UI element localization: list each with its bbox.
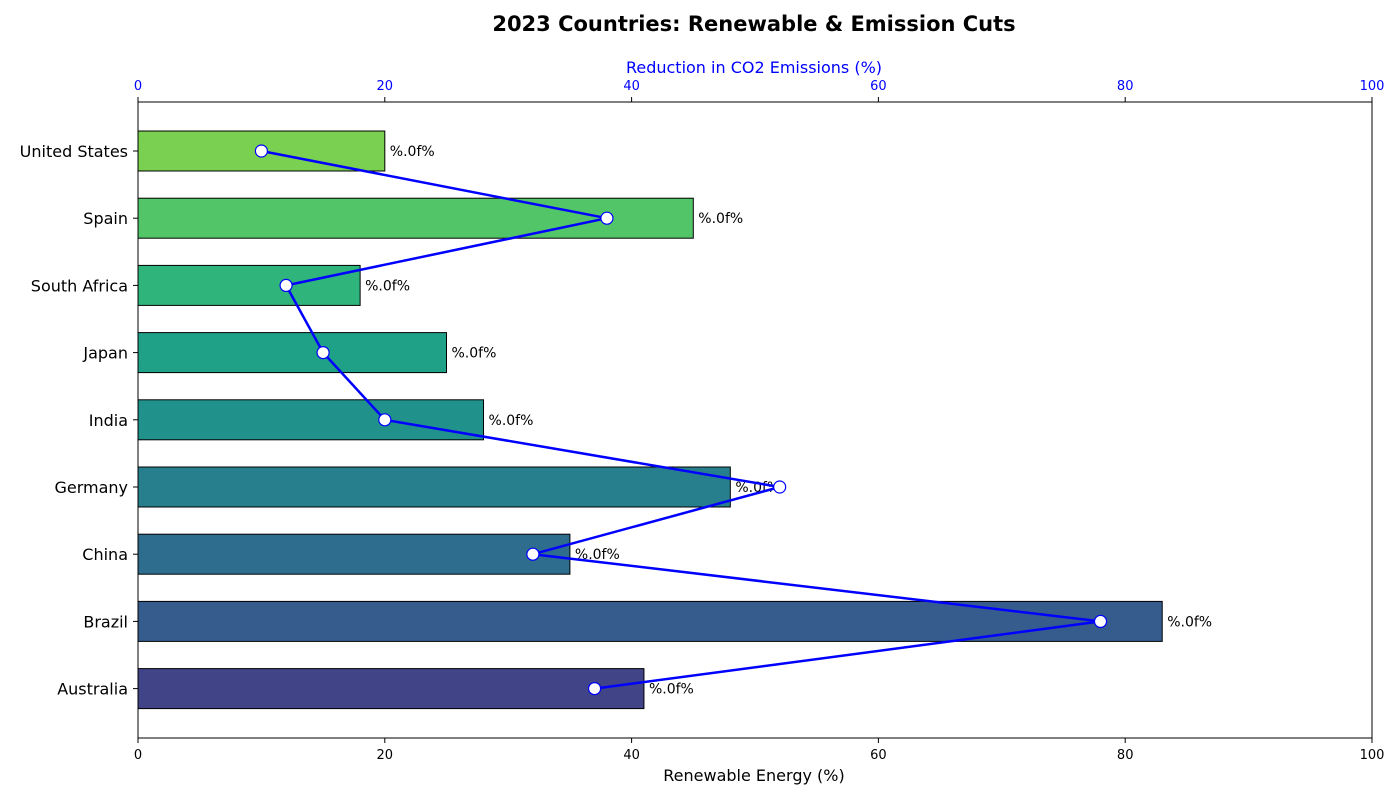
bar-data-label: %.0f% — [489, 413, 534, 429]
emission-point-south-africa — [279, 278, 293, 292]
chart-title: 2023 Countries: Renewable & Emission Cut… — [492, 12, 1015, 36]
bar-india — [137, 399, 485, 441]
secondary-x-tick-label: 100 — [1360, 79, 1385, 94]
y-tick-label: Australia — [57, 680, 128, 699]
bar-data-label: %.0f% — [649, 682, 694, 698]
y-tick-label: United States — [20, 142, 128, 161]
bar-australia — [137, 668, 645, 710]
x-tick-label: 80 — [1117, 748, 1134, 763]
x-tick-label: 100 — [1360, 748, 1385, 763]
bar-data-label: %.0f% — [575, 547, 620, 563]
bar-japan — [137, 332, 447, 374]
y-tick-label: South Africa — [31, 276, 128, 295]
secondary-x-tick-label: 20 — [377, 79, 394, 94]
x-tick-label: 0 — [134, 748, 142, 763]
emission-point-japan — [316, 346, 330, 360]
y-tick-label: Brazil — [83, 612, 128, 631]
bar-data-label: %.0f% — [390, 144, 435, 160]
x-tick-label: 40 — [623, 748, 640, 763]
secondary-x-tick-label: 0 — [134, 79, 142, 94]
bar-south-africa — [137, 264, 361, 306]
y-tick-label: India — [89, 411, 128, 430]
x-tick-label: 20 — [377, 748, 394, 763]
y-tick-label: China — [82, 545, 128, 564]
emission-point-australia — [587, 681, 602, 696]
bar-brazil — [137, 600, 1163, 642]
secondary-x-axis-label: Reduction in CO2 Emissions (%) — [626, 58, 882, 77]
y-tick-label: Japan — [82, 344, 128, 363]
emission-point-india — [378, 413, 392, 427]
bar-data-label: %.0f% — [365, 278, 410, 294]
secondary-x-tick-label: 60 — [870, 79, 887, 94]
x-axis-label: Renewable Energy (%) — [663, 766, 844, 785]
secondary-x-tick-label: 40 — [623, 79, 640, 94]
bar-germany — [137, 466, 731, 508]
plot-area: %.0f% United States %.0f% Spain %.0f% South A… — [20, 79, 1385, 763]
emission-point-brazil — [1093, 614, 1108, 629]
bar-china — [137, 533, 571, 575]
bar-data-label: %.0f% — [1167, 614, 1212, 630]
emission-point-china — [526, 547, 540, 561]
emission-point-germany — [773, 480, 787, 494]
emission-point-spain — [600, 211, 614, 225]
bar-data-label: %.0f% — [698, 211, 743, 227]
y-tick-label: Germany — [54, 478, 128, 497]
emission-point-united-states — [254, 144, 268, 158]
bar-data-label: %.0f% — [452, 346, 497, 362]
secondary-x-tick-label: 80 — [1117, 79, 1134, 94]
plot-frame — [137, 101, 1373, 739]
x-tick-label: 60 — [870, 748, 887, 763]
y-tick-label: Spain — [83, 209, 128, 228]
